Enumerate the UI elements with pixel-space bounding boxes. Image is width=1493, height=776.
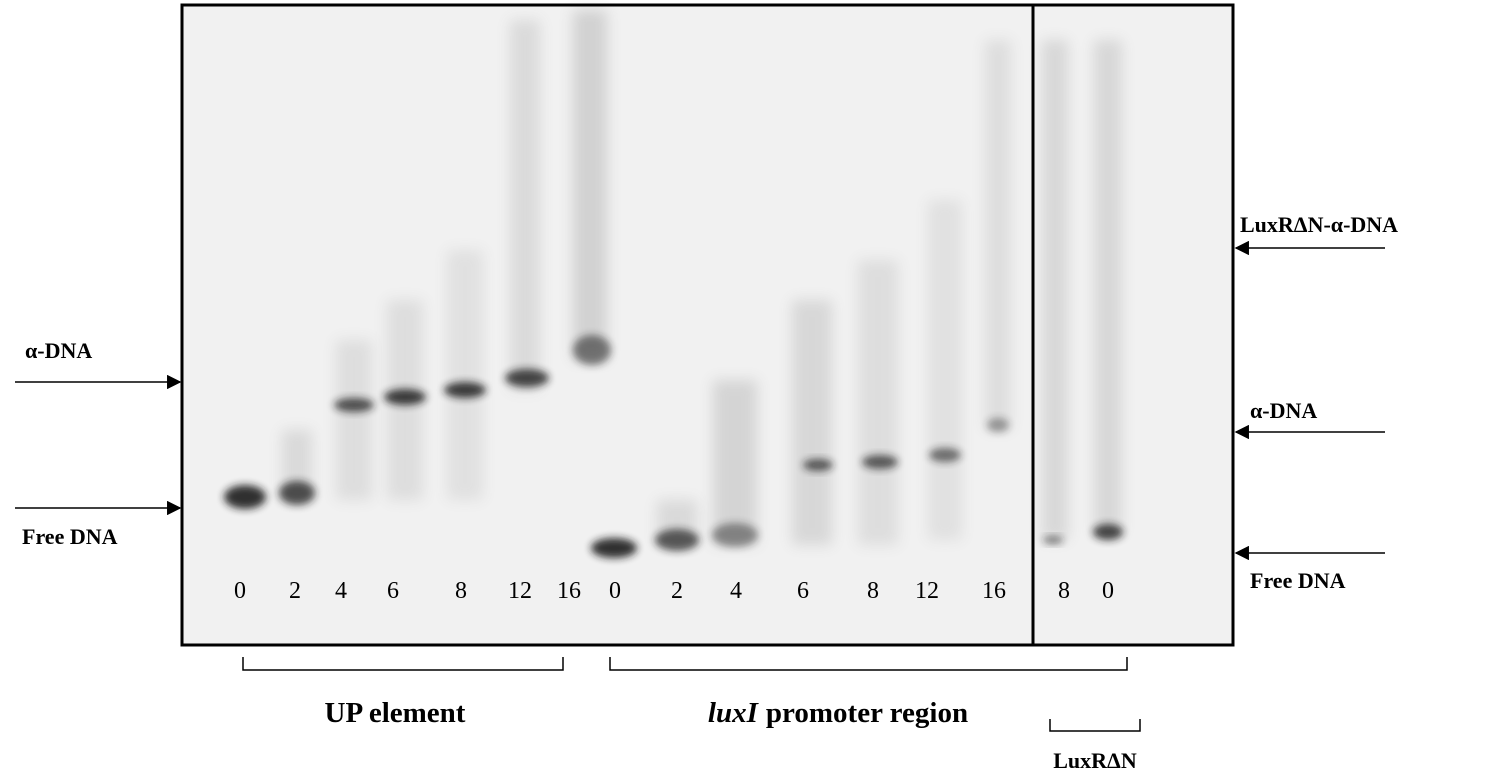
smear <box>573 10 607 360</box>
lane-label: 16 <box>557 578 581 604</box>
band <box>712 523 758 547</box>
smear <box>1094 40 1122 535</box>
gel-frame <box>180 3 1235 647</box>
group-label: LuxRΔN <box>1053 748 1137 773</box>
lane-label: 16 <box>982 578 1006 604</box>
smear <box>985 40 1011 430</box>
bracket <box>1049 719 1141 732</box>
band <box>279 481 315 505</box>
smear <box>336 340 372 500</box>
band <box>224 485 266 509</box>
band <box>444 382 486 398</box>
lane-label: 0 <box>234 578 246 604</box>
band <box>334 398 374 412</box>
smear <box>510 20 540 390</box>
lane-label: 8 <box>455 578 467 604</box>
lane-label: 8 <box>1058 578 1070 604</box>
smear <box>858 260 898 545</box>
lane-label: 0 <box>609 578 621 604</box>
band <box>1043 536 1063 544</box>
band <box>1093 524 1123 540</box>
right-label: α-DNA <box>1250 398 1317 423</box>
group-label: luxI promoter region <box>708 697 968 729</box>
lane-label: 12 <box>508 578 532 604</box>
band <box>655 529 699 551</box>
group-label-rest: promoter region <box>766 697 968 729</box>
band <box>929 448 961 462</box>
lane-label: 4 <box>730 578 742 604</box>
band <box>803 459 833 471</box>
band <box>862 455 898 469</box>
group-label-italic: luxI <box>708 697 760 729</box>
lane-label: 0 <box>1102 578 1114 604</box>
bracket <box>609 657 1128 671</box>
group-label: UP element <box>325 697 466 729</box>
right-label: LuxRΔN-α-DNA <box>1240 212 1398 237</box>
lane-label: 4 <box>335 578 347 604</box>
band <box>573 335 611 365</box>
smear <box>928 200 962 540</box>
gel-bands <box>224 10 1123 558</box>
lane-label: 6 <box>797 578 809 604</box>
band <box>505 369 549 387</box>
right-label: Free DNA <box>1250 568 1346 593</box>
gel <box>182 5 1233 645</box>
smear <box>792 300 832 545</box>
smear <box>713 380 757 545</box>
lane-label: 8 <box>867 578 879 604</box>
lane-labels: 0 2 4 6 8 12 16 0 2 4 6 8 12 16 8 0 <box>234 578 1114 604</box>
lane-label: 12 <box>915 578 939 604</box>
left-label: α-DNA <box>25 338 92 363</box>
band <box>987 418 1009 432</box>
band <box>591 538 637 558</box>
lane-label: 2 <box>671 578 683 604</box>
lane-label: 6 <box>387 578 399 604</box>
left-label: Free DNA <box>22 524 118 549</box>
lane-label: 2 <box>289 578 301 604</box>
band <box>384 389 426 405</box>
smear <box>447 250 483 500</box>
bracket <box>242 657 564 671</box>
smear <box>1042 40 1068 540</box>
